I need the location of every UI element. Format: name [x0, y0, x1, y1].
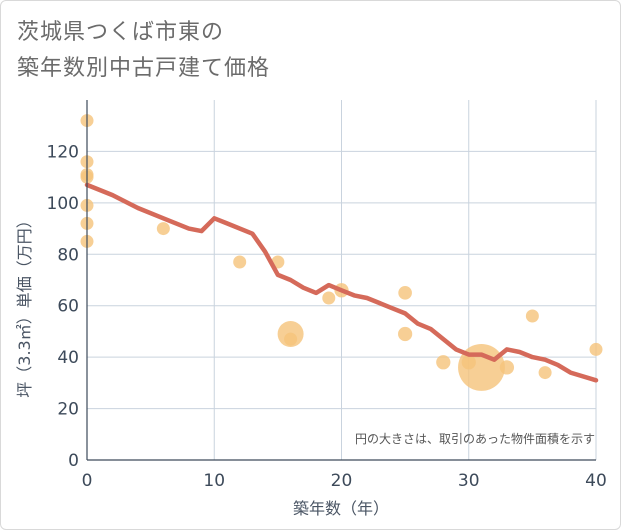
data-point — [589, 342, 603, 356]
data-point — [156, 222, 170, 236]
y-tick-label: 20 — [57, 400, 79, 420]
trend-layer — [84, 182, 599, 383]
grid-lines — [86, 100, 597, 461]
axes: 0 10 20 30 40 0 20 40 60 80 100 120 — [47, 100, 607, 491]
data-point — [525, 309, 539, 323]
y-tick-label: 80 — [57, 245, 79, 265]
data-point — [322, 291, 336, 305]
data-point — [398, 326, 413, 342]
y-tick-label: 60 — [57, 297, 79, 317]
title-line-1: 茨城県つくば市東の — [17, 20, 225, 45]
y-axis-title: 坪（3.3㎡）単価（万円） — [15, 212, 34, 397]
y-tick-label: 100 — [47, 194, 79, 214]
y-tick-label: 120 — [47, 142, 79, 162]
data-point — [538, 366, 552, 380]
x-tick-label: 30 — [458, 471, 480, 491]
size-note: 円の大きさは、取引のあった物件面積を示す — [355, 431, 595, 446]
chart-title: 茨城県つくば市東の 築年数別中古戸建て価格 — [17, 15, 270, 87]
y-tick-label: 40 — [57, 348, 79, 368]
data-point — [499, 360, 515, 375]
x-tick-label: 40 — [585, 471, 607, 491]
x-tick-label: 20 — [331, 471, 353, 491]
data-point — [284, 332, 298, 346]
x-tick-label: 10 — [203, 471, 225, 491]
x-tick-label: 0 — [82, 471, 93, 491]
title-line-2: 築年数別中古戸建て価格 — [17, 56, 271, 81]
data-point — [398, 286, 412, 300]
x-axis-title: 築年数（年） — [293, 499, 389, 518]
trend-line — [84, 182, 599, 383]
data-point — [436, 355, 451, 370]
data-point — [233, 255, 247, 269]
y-tick-label: 0 — [68, 451, 79, 471]
data-point — [461, 355, 476, 370]
